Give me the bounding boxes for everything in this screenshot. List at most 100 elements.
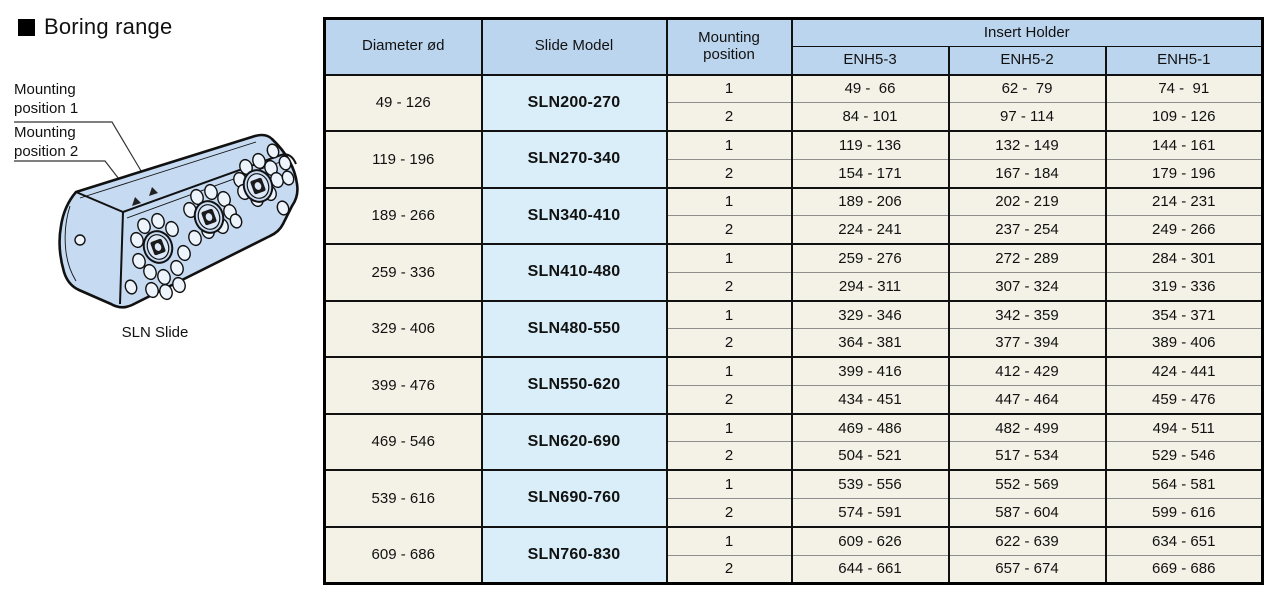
table-row: 119 - 196 SLN270-340 1 119 - 136 132 - 149 14… (323, 130, 1264, 189)
range-cell: 634 - 651 (1104, 525, 1264, 556)
mounting-position-cell: 1 (665, 299, 793, 330)
table-row: 2 574 - 591 587 - 604 599 - 616 (325, 497, 1264, 528)
range-cell: 587 - 604 (947, 497, 1107, 528)
table-row: 189 - 266 SLN340-410 1 189 - 206 202 - 219 21… (323, 186, 1264, 246)
label-mounting-position-1: Mounting position 1 (14, 81, 79, 118)
end-cap-hole (74, 234, 86, 246)
range-cell: 154 - 171 (790, 158, 950, 189)
range-cell: 214 - 231 (1104, 186, 1264, 217)
range-cell: 529 - 546 (1104, 441, 1264, 472)
table-row: 399 - 476 SLN550-620 1 399 - 416 412 - 429 42… (323, 356, 1264, 415)
range-cell: 319 - 336 (1104, 271, 1264, 302)
range-cell: 84 - 101 (790, 102, 950, 133)
range-cell: 539 - 556 (790, 469, 950, 499)
drive-sockets (142, 169, 274, 264)
table-row: 469 - 546 SLN620-690 1 469 - 486 482 - 499 49… (323, 412, 1264, 472)
table-row: 2 154 - 171 167 - 184 179 - 196 (325, 158, 1264, 189)
mounting-position-cell: 2 (665, 328, 793, 359)
range-cell: 517 - 534 (947, 441, 1107, 472)
range-cell: 574 - 591 (790, 497, 950, 528)
mounting-position-cell: 2 (665, 497, 793, 528)
range-cell: 74 - 91 (1104, 73, 1264, 104)
range-cell: 424 - 441 (1104, 356, 1264, 386)
range-cell: 237 - 254 (947, 215, 1107, 246)
range-cell: 389 - 406 (1104, 328, 1264, 359)
header-slide-model: Slide Model (480, 17, 668, 76)
range-cell: 609 - 626 (790, 525, 950, 556)
range-cell: 447 - 464 (947, 384, 1107, 415)
diameter-cell: 539 - 616 (323, 469, 483, 528)
range-cell: 669 - 686 (1104, 554, 1264, 585)
range-cell: 552 - 569 (947, 469, 1107, 499)
range-cell: 132 - 149 (947, 130, 1107, 160)
slide-model-cell: SLN690-760 (480, 469, 668, 528)
mounting-position-markers (132, 187, 158, 206)
range-cell: 294 - 311 (790, 271, 950, 302)
mounting-position-cell: 1 (665, 186, 793, 217)
range-cell: 399 - 416 (790, 356, 950, 386)
mounting-position-cell: 1 (665, 356, 793, 386)
mounting-position-cell: 1 (665, 525, 793, 556)
mounting-position-cell: 2 (665, 271, 793, 302)
diameter-cell: 189 - 266 (323, 186, 483, 246)
slide-model-cell: SLN480-550 (480, 299, 668, 359)
range-cell: 459 - 476 (1104, 384, 1264, 415)
slide-model-cell: SLN550-620 (480, 356, 668, 415)
header-enh5-2: ENH5-2 (947, 46, 1107, 76)
mounting-position-cell: 1 (665, 469, 793, 499)
range-cell: 504 - 521 (790, 441, 950, 472)
header-diameter: Diameter ød (323, 17, 483, 76)
range-cell: 119 - 136 (790, 130, 950, 160)
range-cell: 62 - 79 (947, 73, 1107, 104)
range-cell: 364 - 381 (790, 328, 950, 359)
range-cell: 224 - 241 (790, 215, 950, 246)
range-cell: 189 - 206 (790, 186, 950, 217)
mounting-position-cell: 1 (665, 130, 793, 160)
title-square-icon (18, 18, 35, 36)
table-row: 2 364 - 381 377 - 394 389 - 406 (325, 328, 1264, 359)
header-enh5-3: ENH5-3 (790, 46, 950, 76)
table-row: 539 - 616 SLN690-760 1 539 - 556 552 - 569 56… (323, 469, 1264, 528)
range-cell: 494 - 511 (1104, 412, 1264, 443)
range-cell: 307 - 324 (947, 271, 1107, 302)
diameter-cell: 609 - 686 (323, 525, 483, 585)
label-mounting-position-2: Mounting position 2 (14, 124, 79, 161)
range-cell: 179 - 196 (1104, 158, 1264, 189)
range-cell: 377 - 394 (947, 328, 1107, 359)
range-cell: 329 - 346 (790, 299, 950, 330)
bolt-holes (124, 143, 295, 301)
range-cell: 259 - 276 (790, 243, 950, 273)
header-enh5-1: ENH5-1 (1104, 46, 1264, 76)
mounting-position-cell: 1 (665, 412, 793, 443)
table-row: 2 434 - 451 447 - 464 459 - 476 (325, 384, 1264, 415)
slide-model-cell: SLN760-830 (480, 525, 668, 585)
mounting-position-cell: 2 (665, 384, 793, 415)
table-body: 49 - 126 SLN200-270 1 49 - 66 62 - 79 74 - 91… (323, 73, 1264, 585)
range-cell: 272 - 289 (947, 243, 1107, 273)
range-cell: 49 - 66 (790, 73, 950, 104)
table-row: 2 294 - 311 307 - 324 319 - 336 (325, 271, 1264, 302)
mounting-position-cell: 2 (665, 158, 793, 189)
range-cell: 97 - 114 (947, 102, 1107, 133)
header-mounting-position: Mounting position (665, 17, 793, 76)
range-cell: 469 - 486 (790, 412, 950, 443)
slide-model-cell: SLN340-410 (480, 186, 668, 246)
mounting-position-cell: 1 (665, 243, 793, 273)
table-row: 49 - 126 SLN200-270 1 49 - 66 62 - 79 74 - 91 (323, 73, 1264, 133)
diameter-cell: 469 - 546 (323, 412, 483, 472)
mounting-position-cell: 2 (665, 215, 793, 246)
diameter-cell: 259 - 336 (323, 243, 483, 302)
diameter-cell: 329 - 406 (323, 299, 483, 359)
range-cell: 622 - 639 (947, 525, 1107, 556)
table-row: 2 224 - 241 237 - 254 249 - 266 (325, 215, 1264, 246)
table-row: 2 84 - 101 97 - 114 109 - 126 (325, 102, 1264, 133)
table-header: Diameter ød Slide Model Mounting positio… (323, 17, 1264, 76)
header-insert-holder: Insert Holder (790, 17, 1264, 47)
page-title: Boring range (18, 14, 172, 40)
slide-model-cell: SLN200-270 (480, 73, 668, 133)
slide-model-cell: SLN410-480 (480, 243, 668, 302)
range-cell: 434 - 451 (790, 384, 950, 415)
range-cell: 354 - 371 (1104, 299, 1264, 330)
left-pane: Boring range Mounting position 1 Mountin… (0, 0, 323, 610)
range-cell: 284 - 301 (1104, 243, 1264, 273)
